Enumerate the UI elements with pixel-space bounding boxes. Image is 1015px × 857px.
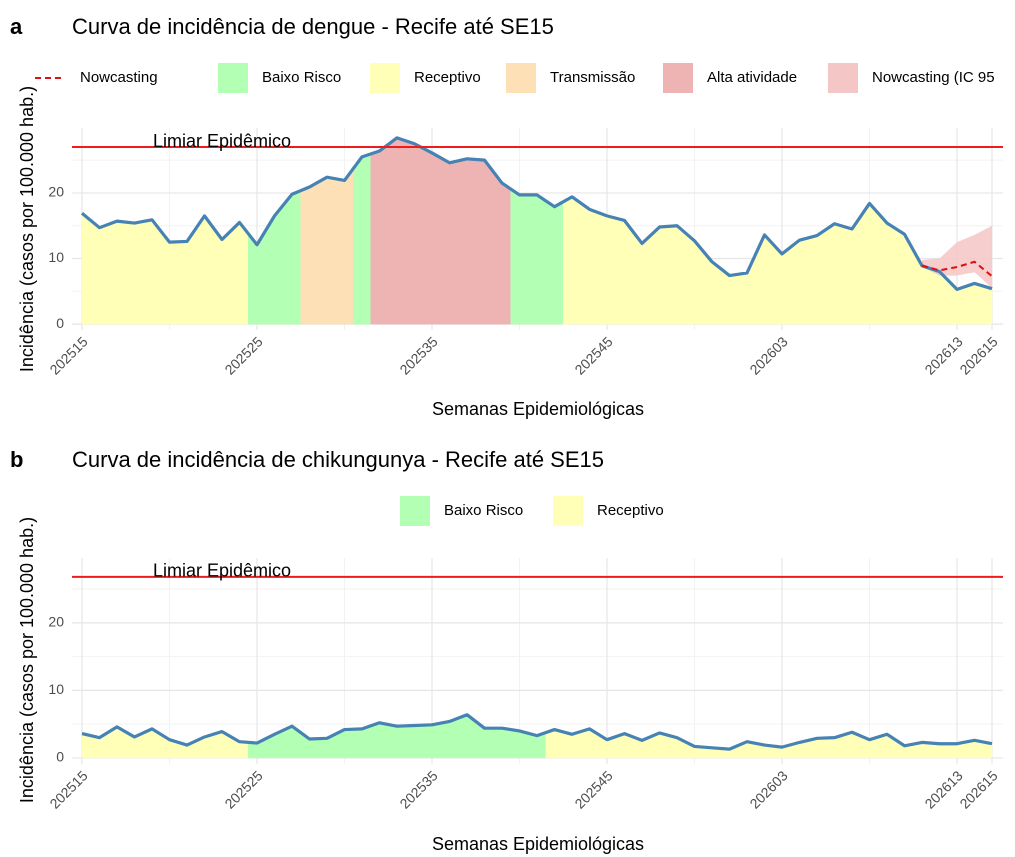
area-segment [510, 188, 529, 325]
area-segment [300, 181, 319, 325]
y-axis-label: Incidência (casos por 100.000 hab.) [17, 86, 37, 372]
area-segment [493, 170, 511, 325]
area-segment [405, 140, 424, 325]
legend-label: Receptivo [597, 502, 664, 519]
area-segment [633, 231, 651, 325]
area-segment [370, 722, 389, 759]
chart-title: Curva de incidência de dengue - Recife a… [72, 14, 554, 39]
x-tick-label: 202535 [396, 767, 440, 811]
area-segment [195, 215, 214, 325]
legend-label: Baixo Risco [262, 69, 341, 86]
x-tick-label: 202615 [956, 767, 1000, 811]
legend-swatch [663, 63, 693, 93]
area-segment [738, 253, 756, 325]
area-segment [650, 226, 669, 325]
threshold-label: Limiar Epidêmico [153, 561, 291, 581]
area-segment [668, 225, 686, 325]
y-axis-label: Incidência (casos por 100.000 hab.) [17, 517, 37, 803]
area-segment [475, 159, 494, 325]
x-tick-label: 202615 [956, 333, 1000, 377]
chart-title: Curva de incidência de chikungunya - Rec… [72, 447, 604, 472]
area-segment [353, 153, 371, 325]
area-segment [790, 237, 809, 325]
legend-swatch [370, 63, 400, 93]
area-segment [860, 203, 879, 325]
x-tick-label: 202525 [221, 333, 265, 377]
area-segment [773, 243, 791, 325]
area-segment [545, 200, 564, 325]
area-segment [965, 283, 984, 325]
x-tick-label: 202535 [396, 333, 440, 377]
y-tick-label: 10 [48, 249, 64, 265]
legend-label: Nowcasting [80, 69, 158, 86]
area-segment [213, 226, 231, 325]
area-segment [440, 157, 459, 325]
legend-label: Alta atividade [707, 69, 797, 86]
area-segment [160, 230, 179, 325]
legend-swatch [553, 496, 583, 526]
area-segment [388, 724, 406, 759]
area-segment [318, 176, 336, 325]
area-segment [580, 202, 599, 325]
y-tick-label: 20 [48, 614, 64, 630]
area-segment [388, 137, 406, 325]
area-segment [405, 724, 424, 759]
area-segment [90, 219, 109, 325]
x-tick-label: 202545 [571, 333, 615, 377]
x-tick-label: 202515 [46, 333, 90, 377]
area-segment [563, 196, 581, 325]
area-segment [108, 220, 126, 325]
x-axis-label: Semanas Epidemiológicas [432, 399, 644, 419]
x-tick-label: 202515 [46, 767, 90, 811]
legend-swatch [506, 63, 536, 93]
incidence-line [80, 136, 993, 291]
panel-label: a [10, 14, 23, 39]
area-segment [143, 219, 161, 325]
x-tick-label: 202603 [746, 333, 790, 377]
area-segment [615, 217, 634, 325]
area-segment [878, 212, 896, 325]
x-tick-label: 202603 [746, 767, 790, 811]
legend-label: Receptivo [414, 69, 481, 86]
x-tick-label: 202525 [221, 767, 265, 811]
y-tick-label: 20 [48, 184, 64, 200]
area-segment [843, 215, 861, 325]
area-segment [81, 212, 91, 325]
y-tick-label: 0 [56, 315, 64, 331]
legend-swatch [218, 63, 248, 93]
threshold-label: Limiar Epidêmico [153, 131, 291, 151]
area-segment [423, 147, 441, 325]
area-segment [370, 143, 389, 325]
nowcast-line [921, 260, 993, 277]
area-segment [528, 194, 546, 325]
panel-label: b [10, 447, 23, 472]
y-tick-label: 0 [56, 749, 64, 765]
legend-label: Nowcasting (IC 95 [872, 69, 995, 86]
x-tick-label: 202545 [571, 767, 615, 811]
legend-swatch [828, 63, 858, 93]
area-segment [825, 223, 844, 325]
x-axis-label: Semanas Epidemiológicas [432, 834, 644, 854]
legend-label: Baixo Risco [444, 502, 523, 519]
x-tick-label: 202613 [921, 333, 965, 377]
area-segment [230, 222, 249, 325]
area-segment [125, 221, 144, 325]
area-segment [283, 190, 301, 325]
incidence-line [81, 713, 993, 751]
legend-swatch [400, 496, 430, 526]
area-segment [81, 733, 91, 759]
area-segment [598, 212, 616, 325]
area-segment [983, 285, 993, 325]
area-segment [545, 729, 564, 759]
y-tick-label: 10 [48, 681, 64, 697]
area-segment [423, 722, 441, 759]
area-segment [458, 158, 476, 325]
area-segment [808, 229, 826, 325]
legend-label: Transmissão [550, 69, 635, 86]
area-segment [335, 167, 354, 325]
x-tick-label: 202613 [921, 767, 965, 811]
area-segment [493, 727, 511, 759]
